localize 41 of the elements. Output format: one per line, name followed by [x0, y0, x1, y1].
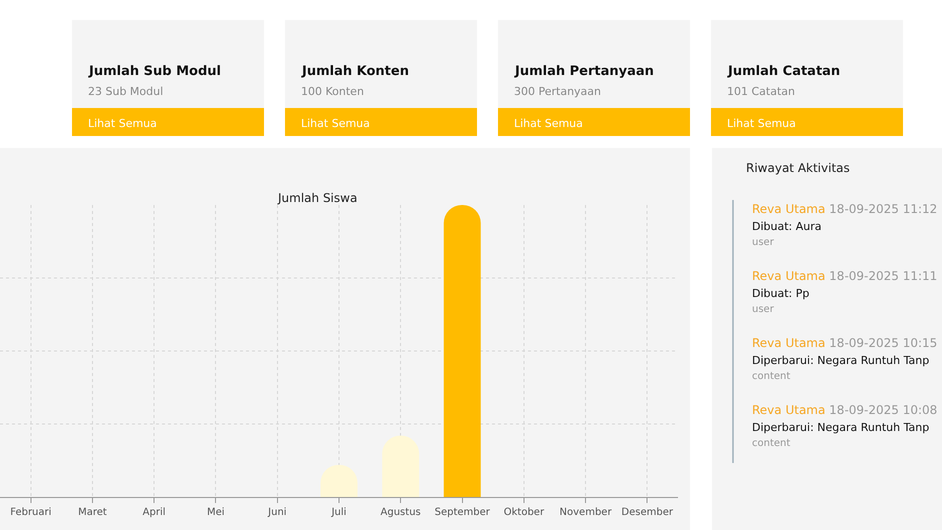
text: Lihat Semua — [514, 117, 583, 130]
text: content — [752, 371, 790, 382]
text: Reva Utama — [752, 403, 826, 417]
text: Jumlah Catatan — [727, 64, 840, 79]
text: Reva Utama — [752, 336, 826, 350]
x-tick-label: Agustus — [380, 507, 421, 518]
text: Reva Utama — [752, 202, 826, 216]
text: 18-09-2025 10:15 — [829, 336, 938, 350]
text: Jumlah Pertanyaan — [514, 64, 654, 79]
x-tick-label: November — [560, 507, 612, 518]
x-tick-label: Mei — [206, 507, 225, 518]
text: 300 Pertanyaan — [514, 85, 602, 98]
x-tick-label: Juli — [330, 507, 346, 518]
x-tick-label: Desember — [621, 507, 674, 518]
x-tick-label: Februari — [10, 507, 52, 518]
text: Diperbarui: Negara Runtuh Tanp — [752, 421, 930, 434]
x-tick-label: April — [142, 507, 166, 518]
x-tick-label: Oktober — [504, 507, 545, 518]
text: Diperbarui: Negara Runtuh Tanp — [752, 354, 930, 367]
x-tick-label: Juni — [267, 507, 287, 518]
text: 18-09-2025 11:11 — [829, 269, 938, 283]
text: Riwayat Aktivitas — [746, 161, 850, 175]
text: Jumlah Konten — [301, 64, 409, 79]
text: Lihat Semua — [88, 117, 157, 130]
text: Reva Utama — [752, 269, 826, 283]
text: Lihat Semua — [727, 117, 796, 130]
text: Lihat Semua — [301, 117, 370, 130]
text: user — [752, 237, 775, 248]
x-tick-label: Maret — [78, 507, 107, 518]
text: Dibuat: Aura — [752, 220, 822, 233]
text: Jumlah Sub Modul — [88, 64, 221, 79]
text: 101 Catatan — [727, 85, 796, 98]
text: 100 Konten — [301, 85, 364, 98]
text: 18-09-2025 10:08 — [829, 403, 938, 417]
x-tick-label: September — [434, 507, 491, 518]
chart-title: Jumlah Siswa — [277, 191, 358, 205]
text: 23 Sub Modul — [88, 85, 164, 98]
text: user — [752, 304, 775, 315]
text: content — [752, 438, 790, 449]
text: Dibuat: Pp — [752, 287, 810, 300]
text: 18-09-2025 11:12 — [829, 202, 938, 216]
